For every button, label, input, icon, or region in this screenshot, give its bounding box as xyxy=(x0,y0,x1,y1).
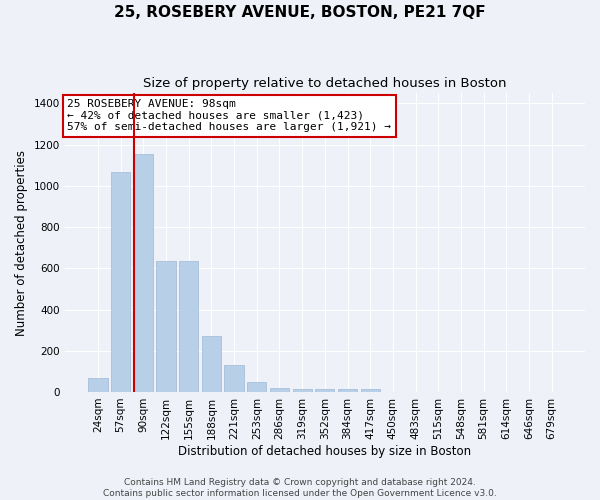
Bar xyxy=(338,389,357,392)
Y-axis label: Number of detached properties: Number of detached properties xyxy=(15,150,28,336)
Text: 25 ROSEBERY AVENUE: 98sqm
← 42% of detached houses are smaller (1,423)
57% of se: 25 ROSEBERY AVENUE: 98sqm ← 42% of detac… xyxy=(67,99,391,132)
Bar xyxy=(134,154,153,392)
Bar xyxy=(247,382,266,392)
Bar xyxy=(157,261,176,392)
Text: 25, ROSEBERY AVENUE, BOSTON, PE21 7QF: 25, ROSEBERY AVENUE, BOSTON, PE21 7QF xyxy=(114,5,486,20)
Bar xyxy=(111,172,130,392)
Bar xyxy=(179,261,199,392)
Text: Contains HM Land Registry data © Crown copyright and database right 2024.
Contai: Contains HM Land Registry data © Crown c… xyxy=(103,478,497,498)
X-axis label: Distribution of detached houses by size in Boston: Distribution of detached houses by size … xyxy=(178,444,472,458)
Bar xyxy=(293,389,312,392)
Bar xyxy=(270,388,289,392)
Bar xyxy=(361,389,380,392)
Bar xyxy=(224,365,244,392)
Bar xyxy=(88,378,107,392)
Title: Size of property relative to detached houses in Boston: Size of property relative to detached ho… xyxy=(143,78,506,90)
Bar xyxy=(202,336,221,392)
Bar xyxy=(315,389,334,392)
